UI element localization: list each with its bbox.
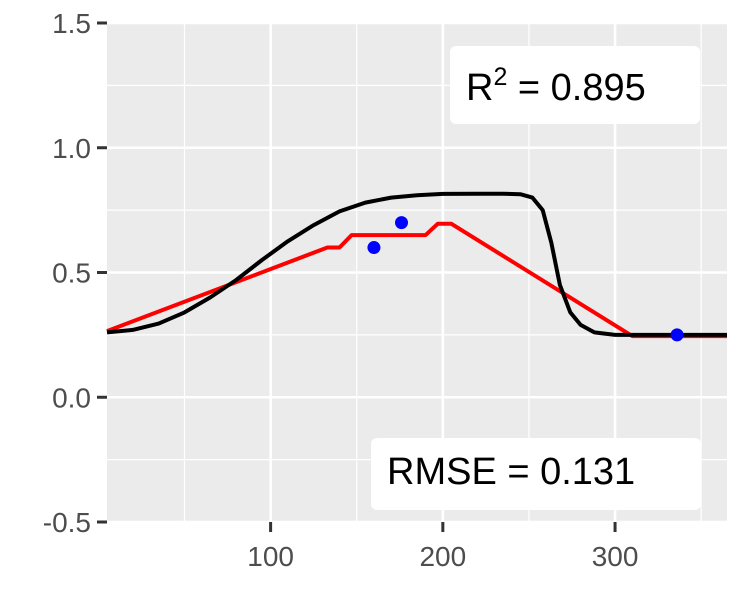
r2-annotation: R2 = 0.895	[450, 46, 700, 124]
r2-label: R2 = 0.895	[466, 63, 646, 109]
rmse-label: RMSE = 0.131	[387, 451, 635, 493]
x-tick-label: 200	[419, 541, 466, 572]
r2-base: R	[466, 67, 493, 109]
x-tick-label: 300	[592, 541, 639, 572]
data-point	[367, 241, 381, 255]
r2-superscript: 2	[493, 63, 507, 91]
y-tick-label: 1.5	[52, 8, 91, 39]
series-layer	[106, 191, 727, 342]
r2-label-box	[450, 46, 700, 124]
series-1-line	[106, 191, 727, 337]
axes: -0.5 0.0 0.5 1.0 1.5 100 200 300	[43, 8, 639, 572]
y-tick-label: 0.0	[52, 382, 91, 413]
x-tick-label: 100	[247, 541, 294, 572]
rmse-label-box	[371, 438, 701, 510]
y-tick-label: -0.5	[43, 507, 91, 538]
y-tick-label: 0.5	[52, 258, 91, 289]
data-point	[395, 216, 408, 230]
r2-value: = 0.895	[507, 67, 645, 109]
series-0-line	[106, 221, 727, 339]
y-tick-label: 1.0	[52, 133, 91, 164]
rmse-annotation: RMSE = 0.131	[371, 438, 701, 510]
data-point	[670, 328, 684, 342]
